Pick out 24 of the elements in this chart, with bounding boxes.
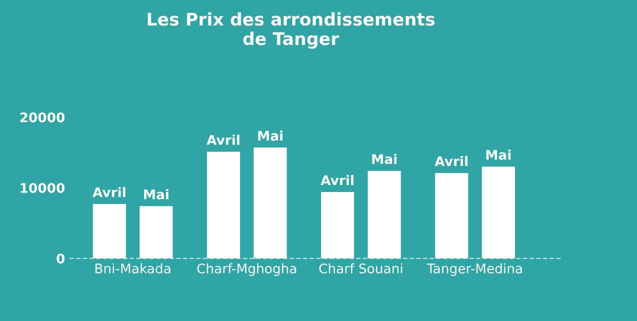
- text: Avril: [92, 187, 126, 198]
- bar: [140, 206, 173, 258]
- bar: [321, 192, 354, 258]
- bar: [482, 166, 515, 258]
- series-label: Mai: [258, 130, 282, 141]
- bar: [92, 204, 126, 258]
- series-label: Avril: [206, 134, 240, 145]
- x-tick-label: Charf-Mghogha: [197, 263, 296, 276]
- text: Mai: [486, 150, 511, 160]
- text: Mai: [144, 189, 168, 200]
- text: Avril: [320, 175, 354, 186]
- y-tick-label: 0: [56, 254, 65, 264]
- y-tick-label: 10000: [20, 183, 65, 193]
- x-tick-label: Bni-Makada: [95, 263, 170, 274]
- y-tick-label: 20000: [20, 112, 65, 122]
- text: Avril: [434, 156, 468, 166]
- chart-title: Les Prix des arrondissements de Tanger: [148, 12, 435, 49]
- bar: [435, 172, 468, 258]
- bar: [254, 148, 287, 258]
- x-tick-label: Charf Souani: [319, 263, 402, 274]
- bar: [368, 170, 401, 258]
- text: Mai: [372, 154, 396, 164]
- bar: [206, 152, 240, 258]
- x-tick-label: Tanger-Medina: [426, 263, 522, 276]
